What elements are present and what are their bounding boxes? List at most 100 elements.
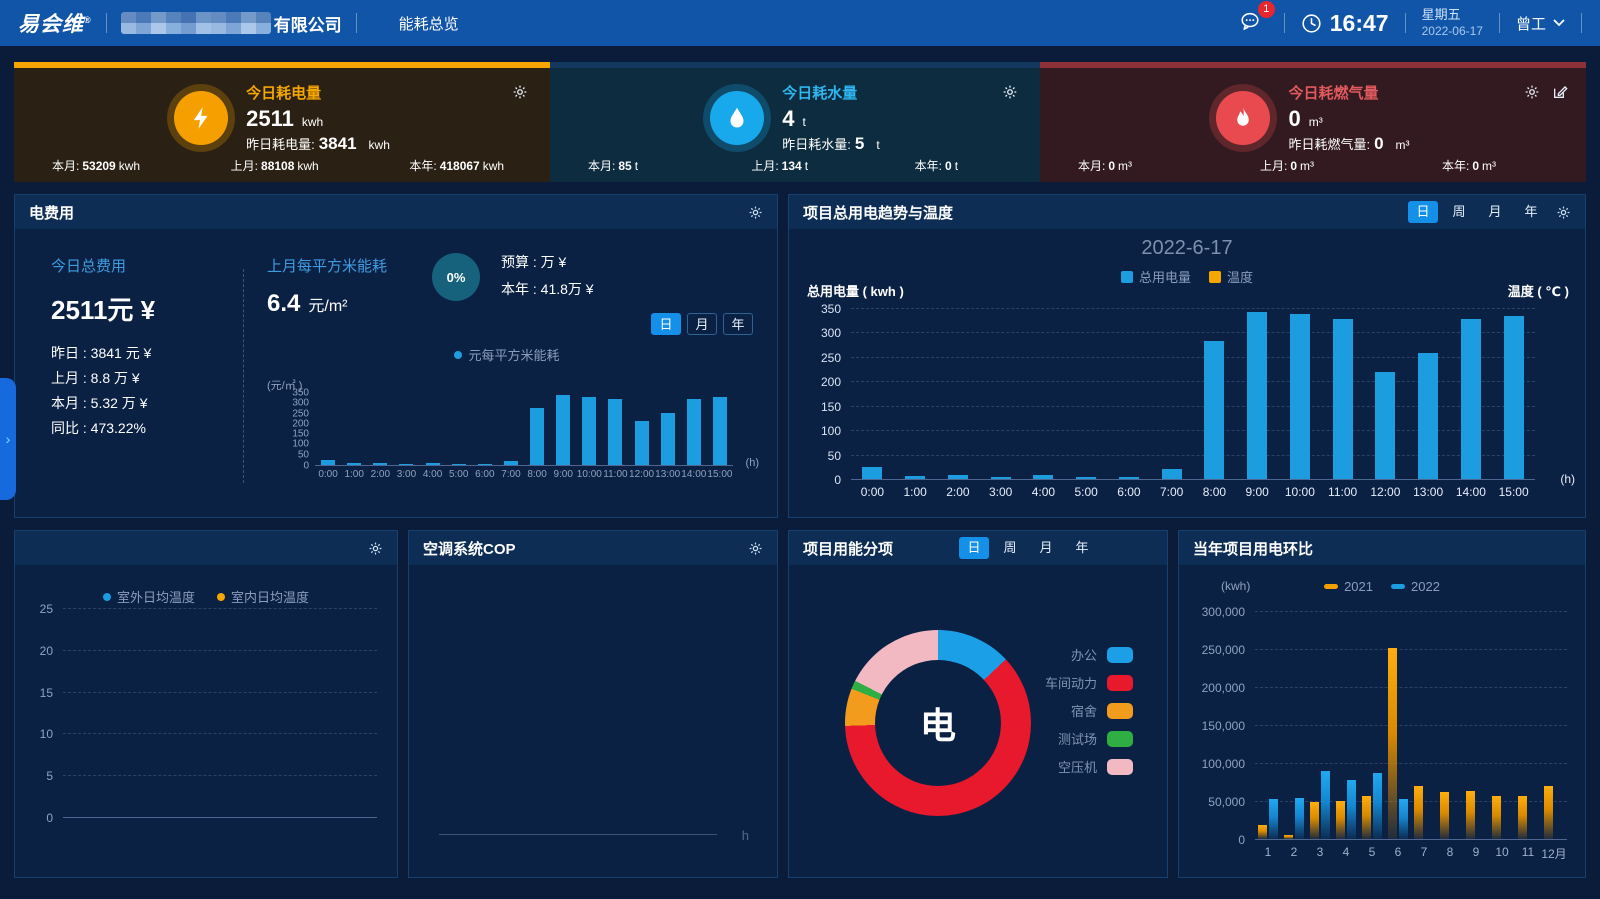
bar xyxy=(556,395,571,465)
axis-tick-label: 5:00 xyxy=(1074,485,1098,499)
bar-column xyxy=(1321,308,1364,479)
gear-icon[interactable] xyxy=(1556,205,1571,220)
bar-column xyxy=(341,393,367,465)
bar-group xyxy=(1255,611,1281,839)
gridline: 250 xyxy=(821,351,1535,365)
sidebar-drawer-handle[interactable]: › xyxy=(0,378,16,500)
time-tab-周[interactable]: 周 xyxy=(1003,540,1017,555)
legend-swatch xyxy=(1107,758,1133,775)
card-title: 今日耗燃气量 xyxy=(1288,85,1379,102)
legend-label: 温度 xyxy=(1227,270,1254,285)
panel-header: 当年项目用电环比 xyxy=(1179,531,1585,565)
messages-button[interactable]: 1 xyxy=(1238,0,1275,37)
bar-chart-plot: 350 300 250 200 150 100 50 0 xyxy=(821,302,1535,487)
legend-item[interactable]: 空压机 xyxy=(1045,757,1133,776)
time-tab-月[interactable]: 月 xyxy=(687,313,717,335)
weekday: 星期五 xyxy=(1421,7,1461,22)
axis-tick-label: 13:00 xyxy=(1413,485,1444,499)
panel-body: 2022-6-17 总用电量 温度 总用电量 ( kwh ) 温度 ( ℃ ) 3… xyxy=(789,229,1585,517)
bar-2021 xyxy=(1492,796,1501,839)
bar-column xyxy=(1022,308,1065,479)
time-tab-年[interactable]: 年 xyxy=(1524,204,1538,219)
time-tab-日[interactable]: 日 xyxy=(1408,201,1438,223)
time-range-tabs: 日月年 xyxy=(651,313,753,335)
legend-swatch xyxy=(1209,270,1221,283)
chart-date-title: 2022-6-17 xyxy=(1141,237,1233,259)
bar-2021 xyxy=(1258,825,1267,839)
axis-tick-label: 3:00 xyxy=(396,469,417,480)
current-time: 16:47 xyxy=(1329,9,1389,36)
panel-energy-breakdown: 项目用能分项 日周 月 年 电 办公 车间动力 宿舍 测试场 空压机 xyxy=(788,530,1168,878)
x-axis-labels: 0:00 1:00 2:00 3:00 4:00 5:00 6:00 7:00 8:00 9:00… xyxy=(851,485,1535,499)
gear-icon[interactable] xyxy=(1524,84,1540,105)
legend-item[interactable]: 车间动力 xyxy=(1045,673,1133,692)
row-2: 电费用 今日总费用 2511元 ¥ 昨日 : 3841 元 ¥ 上月 : 8.8… xyxy=(14,194,1586,518)
time-tab-日[interactable]: 日 xyxy=(959,537,989,559)
nav-menu-energy-overview[interactable]: 能耗总览 xyxy=(398,15,459,33)
bar xyxy=(1247,311,1268,479)
clock: 16:47 xyxy=(1301,10,1389,37)
time-tab-日[interactable]: 日 xyxy=(651,313,681,335)
bar-group xyxy=(1463,611,1489,839)
gear-icon[interactable] xyxy=(368,541,383,556)
sqm-value: 6.4 xyxy=(267,290,301,317)
legend-label: 测试场 xyxy=(1057,732,1097,747)
bar xyxy=(399,463,414,465)
trademark-mark: ® xyxy=(84,15,92,25)
stat-last-month: 上月: 88108 kwh xyxy=(230,159,319,173)
card-unit: m³ xyxy=(1308,115,1323,129)
axis-tick-label: 3:00 xyxy=(988,485,1013,499)
legend-label: 元每平方米能耗 xyxy=(468,348,560,363)
gridline: 350 xyxy=(821,302,1535,316)
bar-column xyxy=(681,393,707,465)
card-text: 今日耗燃气量 0 m³ 昨日耗燃气量: 0 m³ xyxy=(1288,82,1409,154)
bar xyxy=(712,397,727,465)
time-tab-月[interactable]: 月 xyxy=(1488,204,1502,219)
bar xyxy=(1460,318,1481,479)
bar xyxy=(1332,318,1353,479)
axis-tick-label: 150 xyxy=(292,428,309,440)
dashboard-content: 今日耗电量 2511 kwh 昨日耗电量: 3841 kwh 本月: 53209 kwh … xyxy=(0,46,1600,878)
nav-left: 易会维® 有限公司 能耗总览 xyxy=(18,8,459,38)
edit-icon[interactable] xyxy=(1552,84,1568,105)
panel-header: 项目用能分项 日周 月 年 xyxy=(789,531,1167,565)
time-tab-年[interactable]: 年 xyxy=(1075,540,1089,555)
axis-tick-label: 15:00 xyxy=(1498,485,1529,499)
axis-tick-label: 5 xyxy=(46,769,53,784)
bar xyxy=(1289,314,1310,479)
axis-tick-label: 8:00 xyxy=(527,469,547,480)
budget-year-row: 本年 : 41.8万 ¥ xyxy=(501,281,594,297)
gridline: 100 xyxy=(821,424,1535,438)
time-tab-月[interactable]: 月 xyxy=(1039,540,1053,555)
right-axis-label: 温度 ( ℃ ) xyxy=(1507,284,1569,299)
card-value: 2511 xyxy=(246,106,294,131)
cost-row-this-month: 本月 : 5.32 万 ¥ xyxy=(51,395,148,411)
legend-swatch xyxy=(1120,270,1133,283)
bar-2021 xyxy=(1440,791,1449,839)
gear-icon[interactable] xyxy=(748,541,763,556)
time-tab-年[interactable]: 年 xyxy=(723,313,753,335)
gear-icon[interactable] xyxy=(748,205,763,220)
gridline: 0 xyxy=(46,811,377,825)
time-tab-周[interactable]: 周 xyxy=(1452,204,1466,219)
user-menu[interactable]: 曾工 xyxy=(1516,13,1565,34)
axis-tick-label: 11 xyxy=(1521,845,1535,859)
bar-group xyxy=(1489,611,1515,839)
legend-swatch xyxy=(1107,674,1133,691)
gridline: 150 xyxy=(821,400,1535,414)
panel-body: 室外日均温度 室内日均温度 25 20 15 10 5 0 xyxy=(15,565,397,877)
axis-tick-label: 350 xyxy=(292,387,309,399)
bar xyxy=(582,396,597,465)
legend-item[interactable]: 测试场 xyxy=(1045,729,1133,748)
gear-icon[interactable] xyxy=(512,84,528,105)
axis-tick-label: 150,000 xyxy=(1201,719,1245,733)
legend-item[interactable]: 办公 xyxy=(1045,645,1133,664)
gridline: 0 xyxy=(834,473,1535,487)
panel-temperature: 室外日均温度 室内日均温度 25 20 15 10 5 0 xyxy=(14,530,398,878)
gear-icon[interactable] xyxy=(1002,84,1018,105)
company-name: 有限公司 xyxy=(120,11,342,36)
bar-2022 xyxy=(1399,798,1408,839)
bar-2021 xyxy=(1544,785,1553,839)
legend-item[interactable]: 宿舍 xyxy=(1045,701,1133,720)
chart-legend: 总用电量 温度 xyxy=(789,267,1585,286)
